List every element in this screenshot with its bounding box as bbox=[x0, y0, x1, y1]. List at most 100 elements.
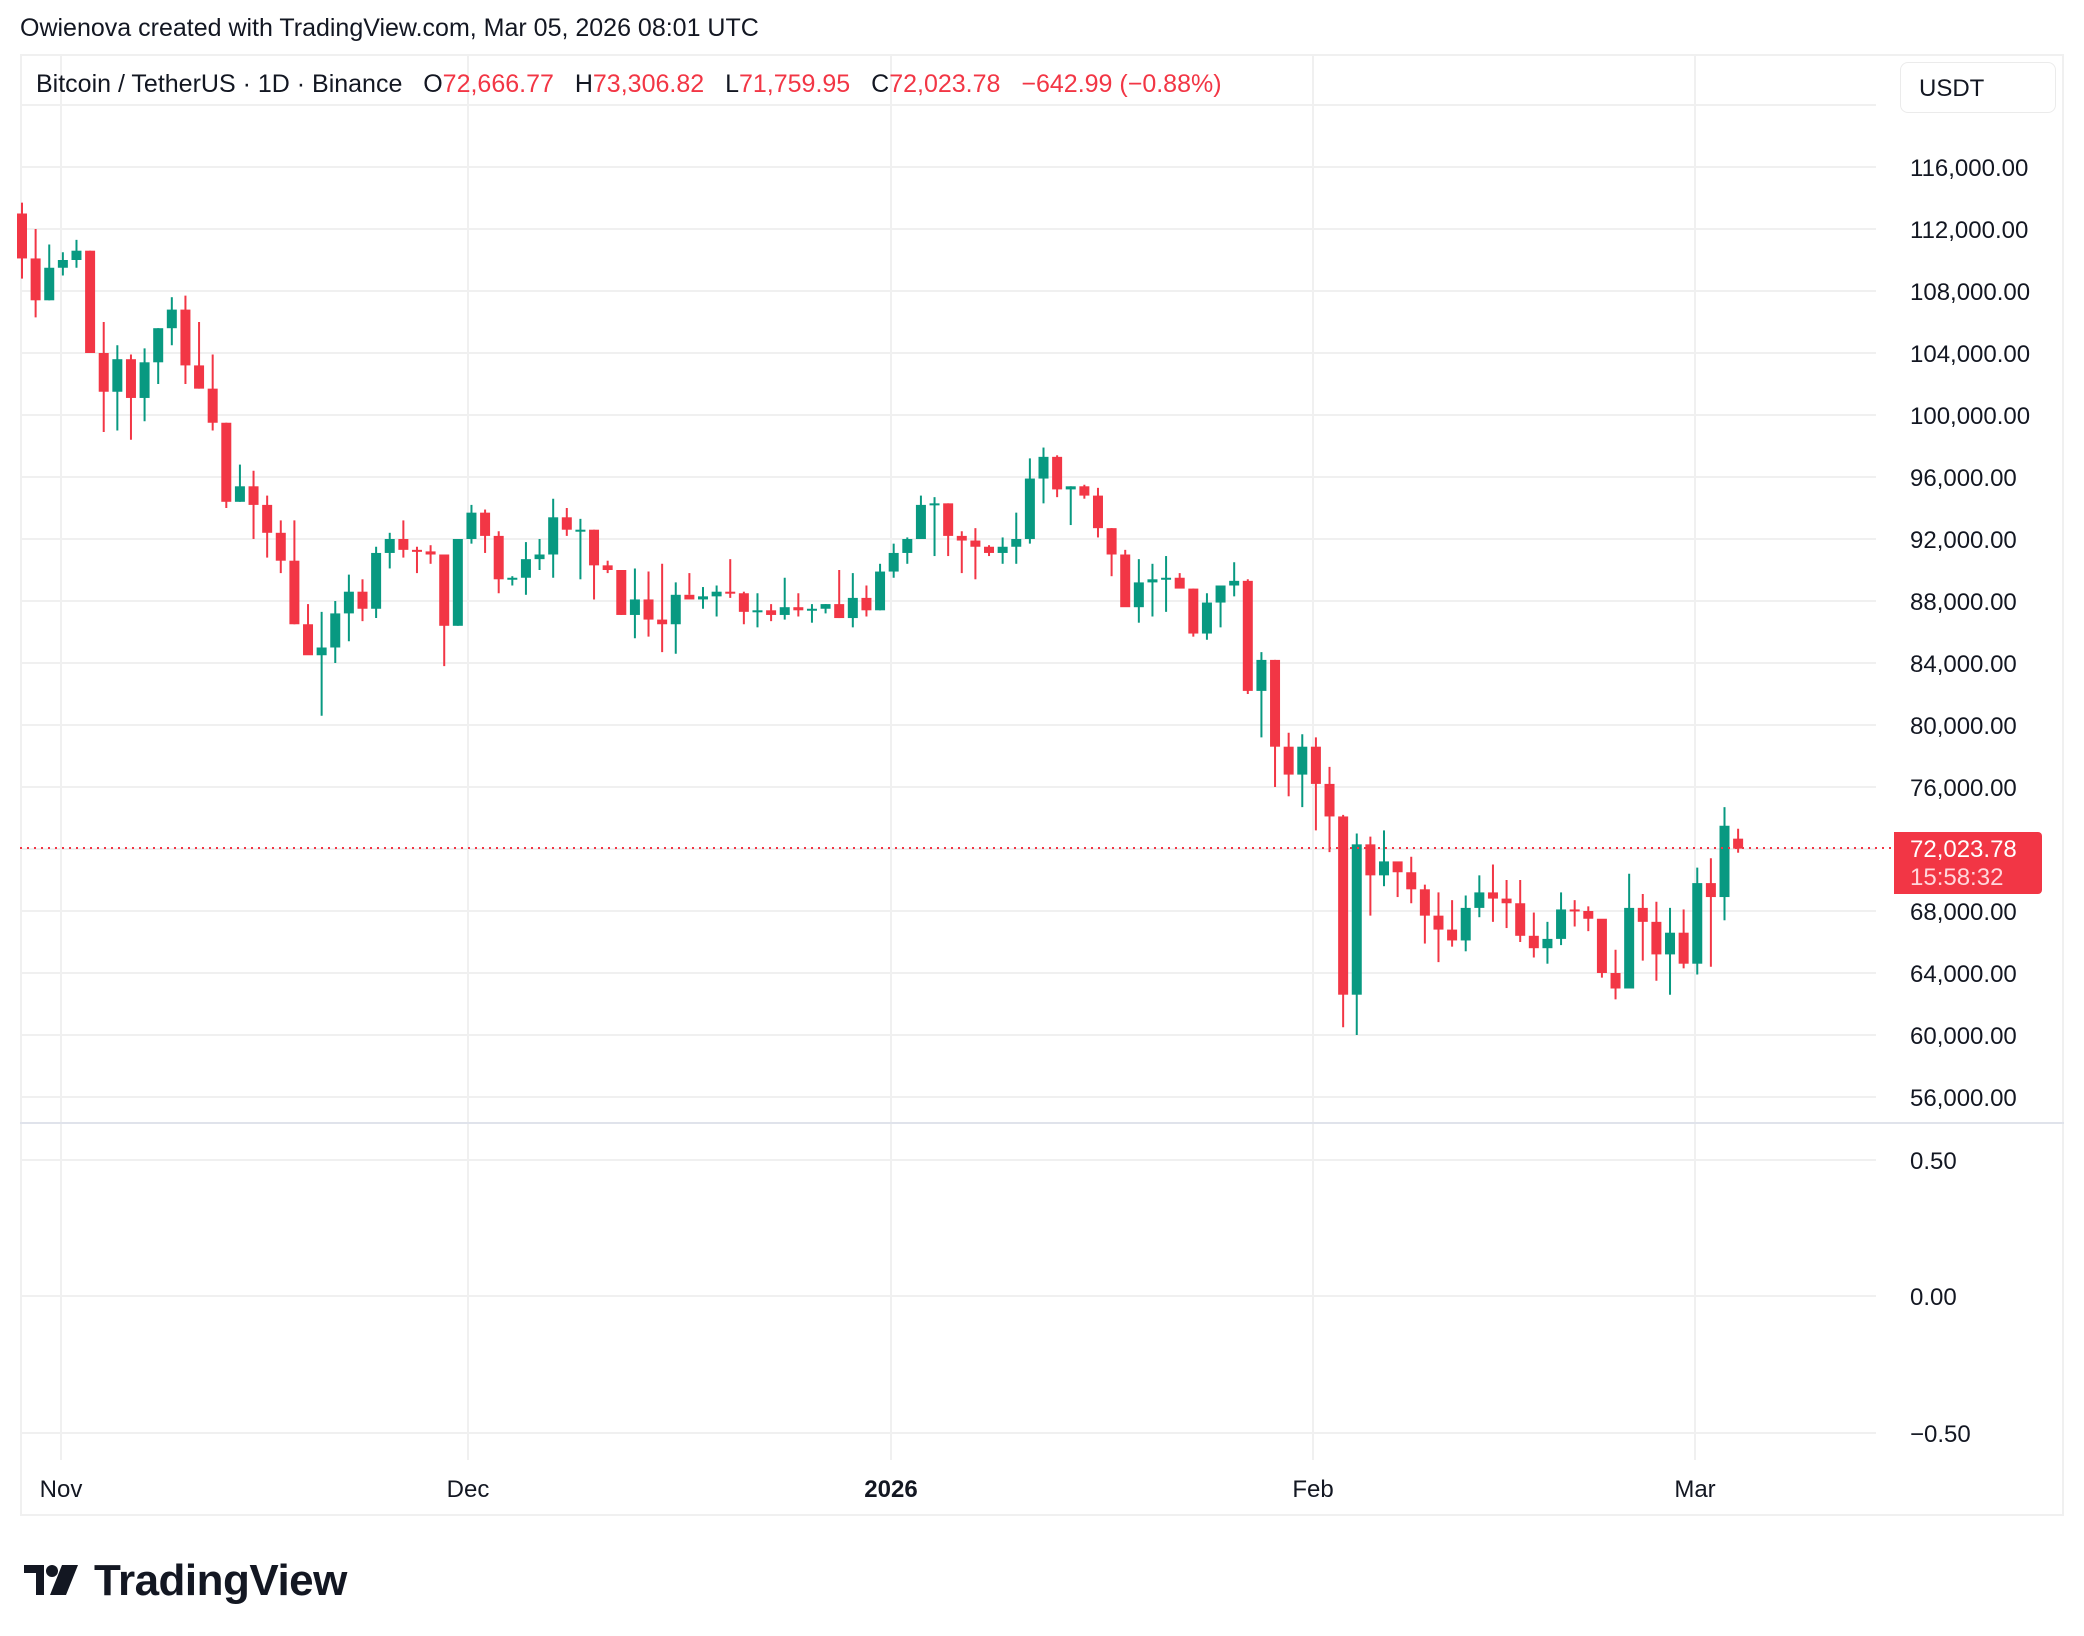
candle-body bbox=[915, 504, 926, 539]
candle-body bbox=[1011, 539, 1022, 547]
candle-body bbox=[71, 250, 82, 260]
candle-body bbox=[1092, 495, 1103, 529]
candle-body bbox=[1392, 861, 1403, 873]
candle-body bbox=[1324, 783, 1335, 817]
candle-body bbox=[112, 359, 123, 392]
candle-body bbox=[970, 540, 981, 547]
candle-body bbox=[861, 597, 872, 611]
candle-body bbox=[194, 365, 205, 389]
candle-body bbox=[1719, 825, 1730, 898]
candle-body bbox=[1528, 935, 1539, 949]
price-axis-label: 64,000.00 bbox=[1910, 961, 2017, 988]
candle-body bbox=[439, 554, 450, 626]
candle-body bbox=[657, 619, 668, 625]
indicator-axis[interactable]: 0.50 0.00 −0.50 bbox=[1910, 1148, 1971, 1448]
candle-body bbox=[1229, 580, 1240, 586]
candle-body bbox=[520, 559, 531, 578]
candle-body bbox=[493, 535, 504, 580]
candle-body bbox=[956, 535, 967, 541]
candle-body bbox=[371, 552, 382, 609]
time-axis-label: 2026 bbox=[864, 1476, 918, 1503]
change-value: −642.99 (−0.88%) bbox=[1021, 70, 1222, 98]
candle-body bbox=[1419, 889, 1430, 916]
price-axis-label: 68,000.00 bbox=[1910, 899, 2017, 926]
price-axis-label: 80,000.00 bbox=[1910, 713, 2017, 740]
chart-grid bbox=[20, 56, 1876, 1460]
price-axis-label: 92,000.00 bbox=[1910, 527, 2017, 554]
candle-body bbox=[1106, 528, 1117, 555]
candle-body bbox=[1474, 892, 1485, 908]
candle-body bbox=[44, 267, 55, 301]
candle-body bbox=[698, 596, 708, 600]
candlestick-series bbox=[17, 202, 1744, 1035]
price-axis[interactable]: 116,000.00 112,000.00 108,000.00 104,000.00… bbox=[1910, 155, 2030, 1112]
candle-body bbox=[1024, 478, 1035, 539]
candle-body bbox=[1052, 456, 1063, 490]
candle-body bbox=[1501, 898, 1512, 904]
candle-body bbox=[207, 388, 218, 423]
tradingview-logo[interactable]: TradingView bbox=[24, 1556, 347, 1606]
candle-body bbox=[1365, 844, 1376, 876]
low-label: L bbox=[725, 70, 739, 98]
time-axis-label: Mar bbox=[1674, 1476, 1716, 1503]
time-axis-label: Feb bbox=[1292, 1476, 1334, 1503]
candle-body bbox=[1556, 909, 1567, 939]
candle-body bbox=[1242, 580, 1253, 691]
candle-body bbox=[234, 486, 245, 502]
indicator-axis-label: 0.50 bbox=[1910, 1148, 1957, 1175]
price-axis-label: 96,000.00 bbox=[1910, 465, 2017, 492]
candle-body bbox=[153, 328, 164, 363]
candle-body bbox=[847, 597, 858, 619]
candle-body bbox=[575, 529, 586, 532]
low-value: 71,759.95 bbox=[738, 70, 851, 98]
candle-body bbox=[357, 591, 368, 609]
candle-body bbox=[834, 604, 845, 619]
candle-body bbox=[1147, 579, 1158, 583]
candle-body bbox=[820, 604, 831, 609]
symbol-title[interactable]: Bitcoin / TetherUS · 1D · Binance bbox=[36, 70, 403, 98]
price-axis-label: 104,000.00 bbox=[1910, 341, 2030, 368]
candle-body bbox=[139, 362, 150, 398]
candle-body bbox=[98, 353, 109, 392]
candle-body bbox=[166, 309, 177, 329]
candle-body bbox=[1201, 602, 1212, 634]
candle-body bbox=[343, 591, 354, 614]
candle-body bbox=[1705, 883, 1716, 898]
indicator-axis-label: 0.00 bbox=[1910, 1284, 1957, 1311]
candle-body bbox=[602, 565, 613, 570]
candle-body bbox=[1270, 659, 1281, 747]
candle-body bbox=[1487, 892, 1498, 899]
candle-body bbox=[902, 539, 913, 553]
price-axis-label: 56,000.00 bbox=[1910, 1085, 2017, 1112]
candle-body bbox=[398, 539, 409, 550]
candle-body bbox=[1338, 816, 1349, 995]
candle-body bbox=[629, 599, 640, 615]
candle-body bbox=[17, 213, 27, 259]
candle-body bbox=[1610, 973, 1621, 989]
candle-body bbox=[221, 422, 232, 502]
price-axis-label: 60,000.00 bbox=[1910, 1023, 2017, 1050]
candle-body bbox=[1542, 938, 1553, 949]
open-value: 72,666.77 bbox=[442, 70, 554, 98]
candle-body bbox=[180, 309, 191, 366]
candle-body bbox=[425, 551, 436, 555]
candle-body bbox=[929, 503, 940, 506]
candle-body bbox=[1596, 918, 1607, 973]
price-axis-label: 112,000.00 bbox=[1910, 217, 2028, 244]
currency-button[interactable]: USDT bbox=[1900, 62, 2056, 113]
candle-body bbox=[452, 539, 463, 626]
chart-frame bbox=[20, 54, 2064, 1516]
candle-body bbox=[480, 512, 491, 536]
candle-body bbox=[384, 539, 395, 553]
candle-body bbox=[1297, 746, 1308, 775]
candle-body bbox=[1161, 577, 1172, 580]
candle-body bbox=[1133, 582, 1144, 608]
candle-body bbox=[1433, 915, 1444, 930]
candle-body bbox=[1351, 844, 1362, 995]
candle-body bbox=[1406, 872, 1417, 890]
high-label: H bbox=[574, 70, 593, 98]
candle-body bbox=[1188, 588, 1199, 634]
candle-body bbox=[303, 624, 314, 656]
candle-body bbox=[507, 577, 518, 580]
